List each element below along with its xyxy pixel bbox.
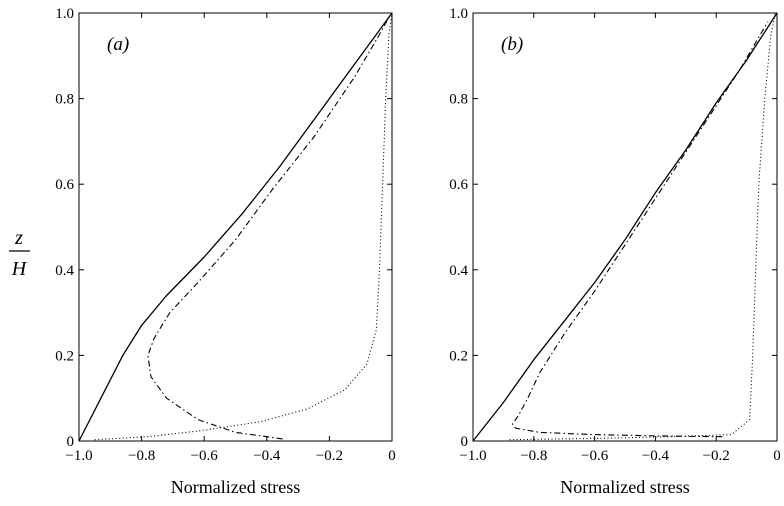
y-axis-label: z H	[9, 227, 30, 280]
panel-label: (b)	[501, 34, 523, 55]
y-tick-label: 0.4	[55, 263, 74, 279]
series-line-dotted	[94, 12, 393, 441]
y-axis-label-denominator: H	[11, 258, 28, 280]
x-axis-label: Normalized stress	[560, 477, 689, 497]
y-tick-label: 0.6	[449, 177, 468, 193]
y-tick-label: 0.8	[449, 92, 468, 108]
y-tick-label: 0.2	[55, 348, 74, 364]
x-axis-label: Normalized stress	[171, 477, 300, 497]
plot-frame	[472, 12, 778, 442]
y-axis-label-numerator: z	[14, 227, 23, 249]
y-tick-label: 0	[67, 434, 75, 450]
panel-a: −1.0 −0.8 −0.6 −0.4 −0.2 0 0 0.2 0.4 0.6 0.8 1.0 (a)…	[55, 6, 396, 497]
series-line-dashdot	[511, 21, 769, 438]
x-tick-label: 0	[773, 448, 781, 464]
y-tick-label: 0.2	[449, 348, 468, 364]
x-tick-label: −0.8	[520, 448, 547, 464]
x-tick-label: −0.4	[642, 448, 670, 464]
series-line-dashdot	[147, 17, 390, 440]
y-tick-label: 0.8	[55, 92, 74, 108]
plot-frame	[78, 12, 393, 442]
y-tick-label: 1.0	[449, 6, 468, 22]
x-tick-label: 0	[388, 448, 396, 464]
series-line-solid	[472, 12, 778, 442]
x-tick-label: −0.4	[253, 448, 281, 464]
y-tick-label: 1.0	[55, 6, 74, 22]
y-tick-label: 0.6	[55, 177, 74, 193]
panel-b: −1.0 −0.8 −0.6 −0.4 −0.2 0 0 0.2 0.4 0.6 0.8 1.0 (b)…	[449, 6, 781, 497]
y-tick-label: 0	[461, 434, 469, 450]
x-tick-label: −0.2	[316, 448, 343, 464]
series-line-solid	[78, 12, 393, 442]
x-tick-label: −1.0	[459, 448, 486, 464]
x-tick-label: −1.0	[65, 448, 92, 464]
x-tick-label: −0.8	[128, 448, 155, 464]
series-line-dotted	[509, 12, 777, 441]
x-tick-label: −0.2	[703, 448, 730, 464]
x-tick-label: −0.6	[191, 448, 219, 464]
panel-label: (a)	[107, 34, 129, 55]
y-tick-label: 0.4	[449, 263, 468, 279]
x-tick-label: −0.6	[581, 448, 609, 464]
